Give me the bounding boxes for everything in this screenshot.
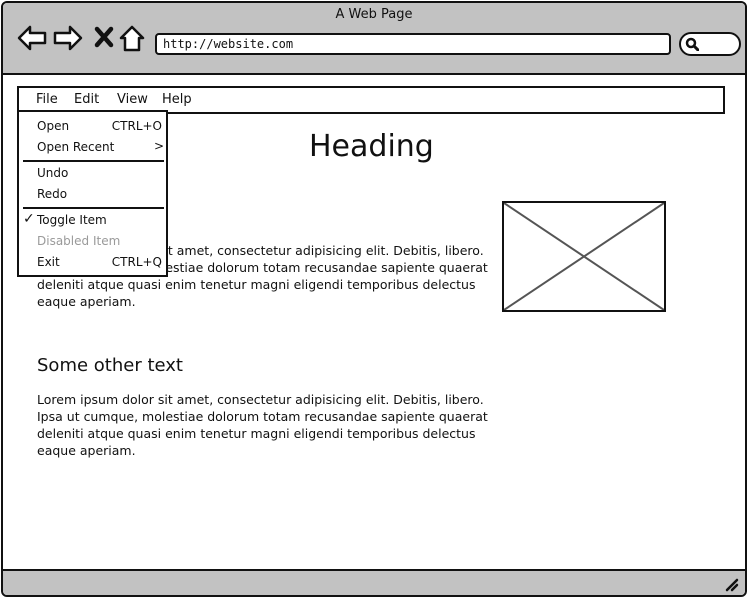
- forward-arrow-icon[interactable]: [53, 25, 83, 51]
- menu-item-label: Disabled Item: [37, 234, 121, 248]
- menu-item-shortcut: CTRL+Q: [111, 255, 162, 269]
- checkmark-icon: ✓: [23, 211, 35, 227]
- menu-item-label: Open Recent: [37, 140, 115, 154]
- menu-file[interactable]: File: [36, 92, 58, 107]
- title-bar: A Web Page http://website.com: [3, 3, 745, 75]
- menu-view[interactable]: View: [117, 92, 148, 107]
- menu-separator: [23, 207, 164, 209]
- menu-item-label: Exit: [37, 255, 60, 269]
- image-placeholder: [502, 201, 666, 312]
- status-bar: [3, 569, 745, 595]
- section-title: Some other text: [37, 355, 183, 376]
- file-dropdown-menu: Open CTRL+O Open Recent > Undo Redo ✓ To…: [17, 110, 168, 277]
- resize-grip-icon[interactable]: [723, 576, 739, 592]
- section-paragraph: Lorem ipsum dolor sit amet, consectetur …: [37, 392, 488, 458]
- close-icon[interactable]: [93, 25, 115, 51]
- home-icon[interactable]: [119, 25, 145, 53]
- submenu-arrow-icon: >: [153, 139, 164, 153]
- menu-item-shortcut: CTRL+O: [111, 119, 162, 133]
- menu-item-label: Undo: [37, 166, 69, 180]
- window-title: A Web Page: [335, 7, 413, 22]
- menu-separator: [23, 160, 164, 162]
- back-arrow-icon[interactable]: [17, 25, 47, 51]
- menu-item-label: Open: [37, 119, 70, 133]
- menu-item-label: Toggle Item: [37, 213, 107, 227]
- menu-item-label: Redo: [37, 187, 68, 201]
- image-placeholder-icon: [503, 202, 665, 311]
- search-input[interactable]: [679, 32, 741, 56]
- menu-bar: File Edit View Help: [17, 86, 725, 114]
- menu-edit[interactable]: Edit: [74, 92, 100, 107]
- page-heading: Heading: [309, 129, 434, 164]
- menu-help[interactable]: Help: [162, 92, 192, 107]
- search-icon: [685, 37, 699, 51]
- url-input[interactable]: http://website.com: [155, 33, 671, 55]
